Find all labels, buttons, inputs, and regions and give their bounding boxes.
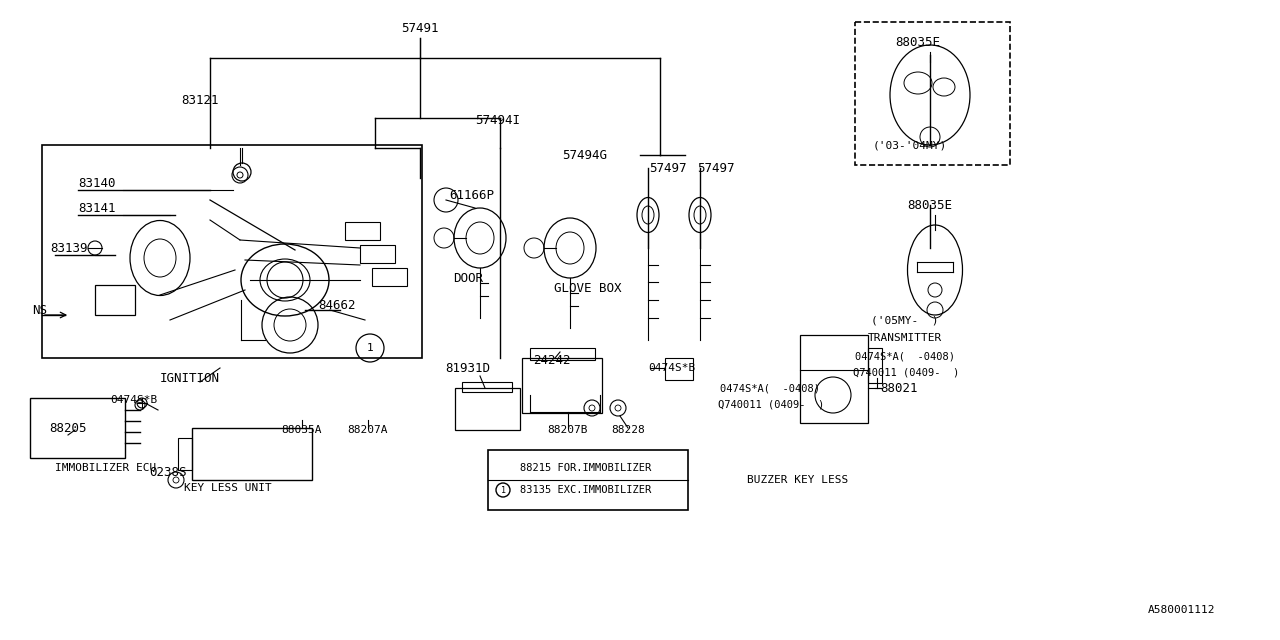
Bar xyxy=(855,22,1010,165)
Text: IMMOBILIZER ECU: IMMOBILIZER ECU xyxy=(55,463,156,473)
Text: Q740011 (0409-  ): Q740011 (0409- ) xyxy=(852,367,959,377)
Text: 88035E: 88035E xyxy=(896,35,941,49)
Text: 0474S*B: 0474S*B xyxy=(110,395,157,405)
Text: ('03-'04MY): ('03-'04MY) xyxy=(873,140,947,150)
Text: BUZZER KEY LESS: BUZZER KEY LESS xyxy=(748,475,849,485)
Text: 83141: 83141 xyxy=(78,202,115,214)
Text: DOOR: DOOR xyxy=(453,271,483,285)
Text: Q740011 (0409-  ): Q740011 (0409- ) xyxy=(718,399,824,409)
Bar xyxy=(372,268,407,286)
Text: NS: NS xyxy=(32,303,47,317)
Bar xyxy=(346,222,380,240)
Bar xyxy=(42,145,422,358)
Bar xyxy=(868,348,882,383)
Bar xyxy=(192,428,312,480)
Bar xyxy=(522,358,602,413)
Bar xyxy=(178,438,192,470)
Bar xyxy=(488,450,689,510)
Text: 57491: 57491 xyxy=(401,22,439,35)
Bar xyxy=(800,335,868,423)
Text: ('05MY-  ): ('05MY- ) xyxy=(872,315,938,325)
Text: 88205: 88205 xyxy=(49,422,87,435)
Text: TRANSMITTER: TRANSMITTER xyxy=(868,333,942,343)
Text: 57497: 57497 xyxy=(649,161,687,175)
Text: 57497: 57497 xyxy=(698,161,735,175)
Text: 84662: 84662 xyxy=(317,298,356,312)
Text: KEY LESS UNIT: KEY LESS UNIT xyxy=(184,483,271,493)
Bar xyxy=(95,285,134,315)
Text: A580001112: A580001112 xyxy=(1147,605,1215,615)
Text: 0238S: 0238S xyxy=(150,465,187,479)
Text: GLOVE BOX: GLOVE BOX xyxy=(554,282,622,294)
Bar xyxy=(29,398,125,458)
Text: 83135 EXC.IMMOBILIZER: 83135 EXC.IMMOBILIZER xyxy=(520,485,652,495)
Text: 83140: 83140 xyxy=(78,177,115,189)
Text: 57494G: 57494G xyxy=(562,148,608,161)
Text: 61166P: 61166P xyxy=(449,189,494,202)
Text: 24242: 24242 xyxy=(534,353,571,367)
Text: 88207B: 88207B xyxy=(548,425,589,435)
Text: 81931D: 81931D xyxy=(445,362,490,374)
Text: 83139: 83139 xyxy=(50,241,87,255)
Bar xyxy=(530,348,595,360)
Text: 88215 FOR.IMMOBILIZER: 88215 FOR.IMMOBILIZER xyxy=(520,463,652,473)
Text: 88021: 88021 xyxy=(881,381,918,394)
Text: 1: 1 xyxy=(500,486,506,495)
Text: 57494I: 57494I xyxy=(475,113,521,127)
Text: 0474S*A(  -0408): 0474S*A( -0408) xyxy=(855,351,955,361)
Bar xyxy=(454,388,520,430)
Bar xyxy=(360,245,396,263)
Bar xyxy=(462,382,512,392)
Text: 88035E: 88035E xyxy=(908,198,952,211)
Text: 83121: 83121 xyxy=(182,93,219,106)
Text: 88207A: 88207A xyxy=(348,425,388,435)
Text: IGNITION: IGNITION xyxy=(160,371,220,385)
Text: 88035A: 88035A xyxy=(282,425,323,435)
Bar xyxy=(666,358,692,380)
Text: 0474S*A(  -0408): 0474S*A( -0408) xyxy=(719,383,820,393)
Text: 0474S*B: 0474S*B xyxy=(648,363,695,373)
Text: 1: 1 xyxy=(366,343,374,353)
Text: 88228: 88228 xyxy=(611,425,645,435)
